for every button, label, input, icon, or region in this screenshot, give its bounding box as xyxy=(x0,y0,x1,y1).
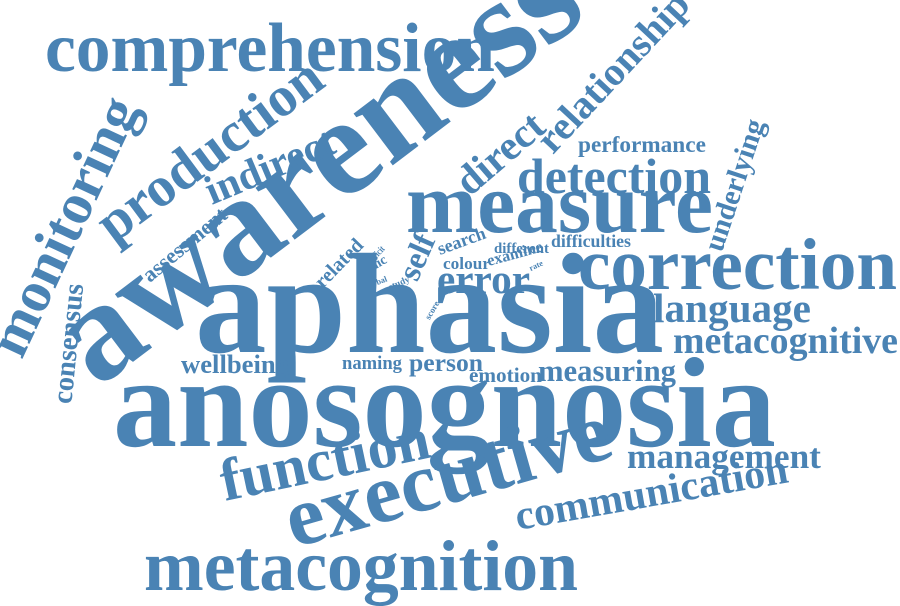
word-detection: detection xyxy=(517,148,711,204)
word-language: language xyxy=(653,284,811,331)
word-metacognitive: metacognitive xyxy=(673,319,898,362)
word-emotion: emotion xyxy=(469,363,542,388)
word-aphasia: aphasia xyxy=(195,225,664,384)
word-different: different xyxy=(494,240,549,257)
word-difficulties: difficulties xyxy=(551,231,631,252)
word-measuring: measuring xyxy=(538,353,676,388)
word-naming: naming xyxy=(342,352,402,374)
word-performance: performance xyxy=(578,131,706,158)
word-error: error xyxy=(437,255,530,302)
word-anosognosia: anosognosia xyxy=(113,331,776,474)
word-metacognition: metacognition xyxy=(144,525,578,606)
word-comprehension: comprehension xyxy=(45,10,495,88)
word-person: person xyxy=(409,347,483,377)
word-colour: colour xyxy=(443,253,490,273)
word-correction: correction xyxy=(578,224,897,306)
word-wellbeing: wellbeing xyxy=(181,348,289,379)
word-management: management xyxy=(627,436,821,476)
word-measure: measure xyxy=(406,157,713,252)
